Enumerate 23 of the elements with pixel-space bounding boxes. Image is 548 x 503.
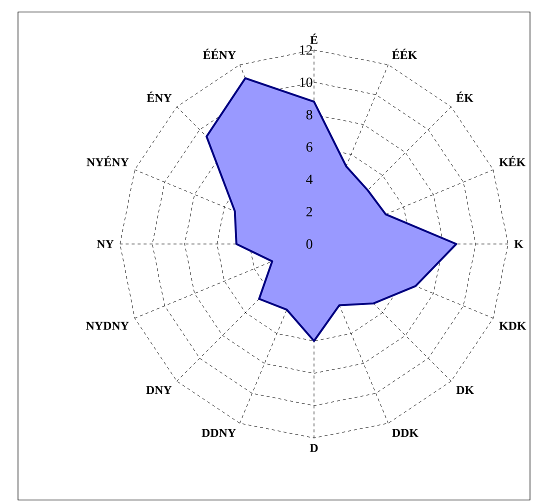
y-tick-label: 12 [300, 45, 312, 55]
spoke-label: NYDNY [86, 322, 129, 330]
y-tick-label: 8 [306, 110, 312, 120]
spoke-label: NYÉNY [86, 156, 129, 166]
spoke-label: KDK [499, 322, 526, 330]
y-tick-label: 0 [306, 239, 312, 249]
spoke-label: DDNY [202, 429, 236, 437]
spoke-label: DDK [392, 429, 418, 437]
y-tick-label: 2 [306, 207, 312, 216]
spoke-label: D [310, 444, 318, 452]
spoke-label: É [310, 34, 318, 44]
spoke-label: DK [456, 386, 474, 394]
spoke-label: ÉÉNY [203, 48, 236, 59]
y-tick-label: 4 [306, 174, 313, 184]
spoke-label: K [514, 240, 524, 248]
y-tick-label: 6 [306, 142, 312, 152]
spoke-label: ÉK [456, 92, 474, 102]
spoke-label: DNY [146, 386, 172, 394]
spoke-label: KÉK [499, 156, 526, 166]
y-tick-label: 10 [300, 78, 312, 88]
spoke-label: NY [96, 240, 114, 248]
spoke-label: ÉÉK [392, 48, 418, 59]
spoke-label: ÉNY [146, 92, 172, 102]
